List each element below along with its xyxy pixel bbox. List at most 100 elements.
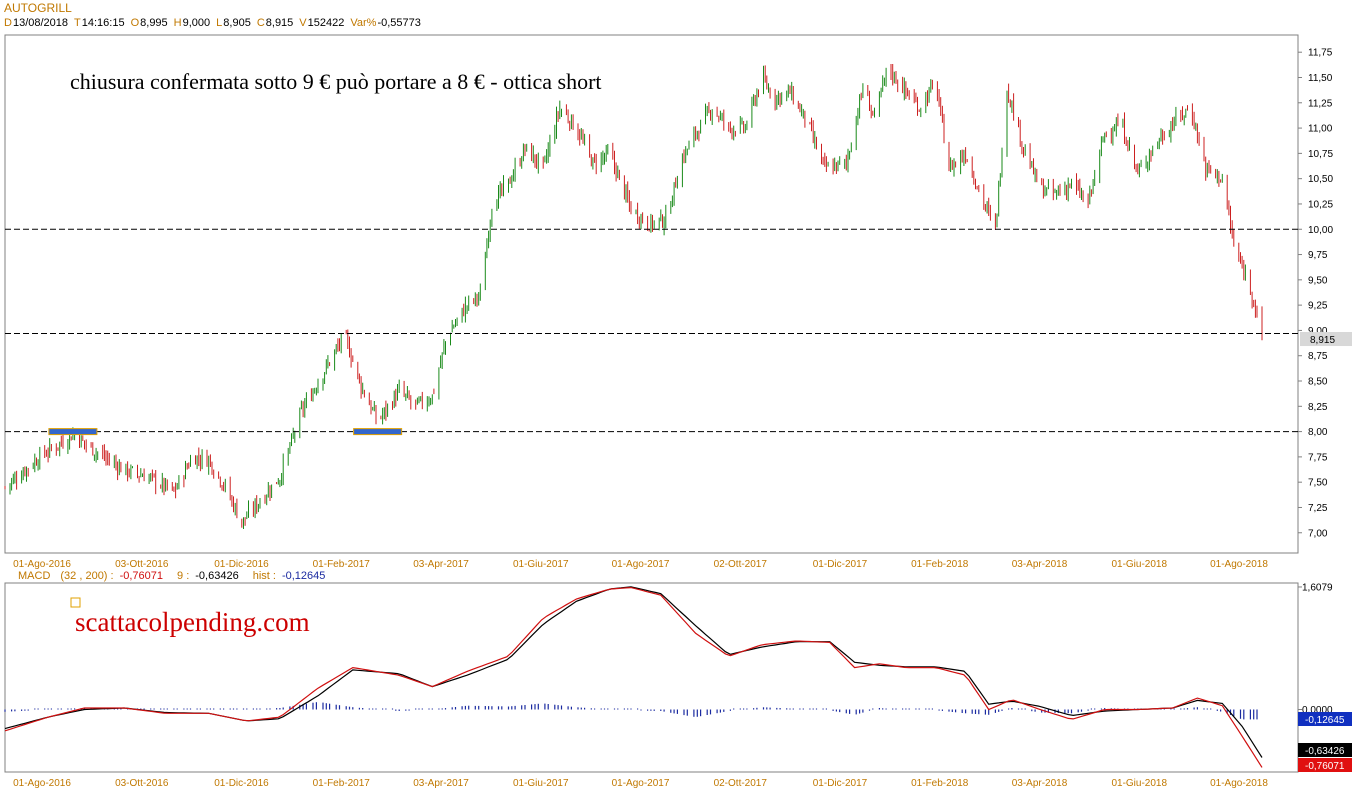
ohlc-value-v: 152422 xyxy=(308,17,345,29)
price-x-tick-label: 01-Feb-2017 xyxy=(313,559,371,570)
watermark-square-icon xyxy=(70,597,81,608)
price-y-tick-label: 10,75 xyxy=(1308,149,1333,160)
price-y-tick-label: 10,25 xyxy=(1308,199,1333,210)
support-marker xyxy=(48,428,98,436)
macd-x-tick-label: 01-Dic-2017 xyxy=(813,778,868,789)
macd-x-tick-label: 01-Giu-2018 xyxy=(1111,778,1167,789)
macd-x-tick-label: 03-Apr-2017 xyxy=(413,778,469,789)
price-x-tick-label: 03-Apr-2018 xyxy=(1012,559,1068,570)
hist-value-tag-box xyxy=(1298,712,1352,726)
price-y-tick-label: 7,50 xyxy=(1308,478,1328,489)
price-x-tick-label: 01-Dic-2017 xyxy=(813,559,868,570)
price-candles xyxy=(4,64,1263,529)
macd-value: -0,76071 xyxy=(120,570,163,582)
price-x-tick-label: 01-Giu-2018 xyxy=(1111,559,1167,570)
last-price-box xyxy=(1300,332,1352,347)
last-price-tag: 8,915 xyxy=(1300,332,1352,347)
price-y-tick-label: 11,00 xyxy=(1308,124,1333,135)
ohlc-value-l: 8,905 xyxy=(223,17,251,29)
price-y-tick-label: 9,75 xyxy=(1308,250,1328,261)
price-x-tick-label: 02-Ott-2017 xyxy=(714,559,768,570)
price-x-tick-label: 01-Giu-2017 xyxy=(513,559,569,570)
macd-panel: MACD (32 , 200) : -0,76071 9 : -0,63426 hist … xyxy=(4,570,1352,789)
hist-prefix: hist : xyxy=(253,570,276,582)
signal-value: -0,63426 xyxy=(195,570,238,582)
macd-x-tick-label: 03-Ott-2016 xyxy=(115,778,169,789)
macd-x-tick-label: 01-Feb-2017 xyxy=(313,778,371,789)
price-x-tick-label: 01-Ago-2016 xyxy=(13,559,71,570)
macd-params: (32 , 200) : xyxy=(60,570,113,582)
macd-x-tick-label: 01-Ago-2017 xyxy=(612,778,670,789)
price-y-tick-label: 8,50 xyxy=(1308,377,1328,388)
macd-line xyxy=(4,586,1263,768)
macd-header: MACD (32 , 200) : -0,76071 9 : -0,63426 hist … xyxy=(18,570,325,582)
price-y-tick-label: 9,25 xyxy=(1308,301,1328,312)
macd-x-tick-label: 01-Feb-2018 xyxy=(911,778,969,789)
ohlc-value-c: 8,915 xyxy=(266,17,294,29)
macd-value-tags: -0,12645 -0,63426 -0,76071 xyxy=(1298,712,1352,772)
ohlc-value-h: 9,000 xyxy=(183,17,211,29)
price-x-tick-label: 03-Apr-2017 xyxy=(413,559,469,570)
macd-x-axis: 01-Ago-2016 03-Ott-2016 01-Dic-2016 01-Feb-… xyxy=(13,778,1268,789)
price-y-tick-label: 7,25 xyxy=(1308,503,1328,514)
price-y-tick-label: 11,50 xyxy=(1308,73,1333,84)
macd-x-tick-label: 01-Ago-2016 xyxy=(13,778,71,789)
price-x-tick-label: 01-Ago-2017 xyxy=(612,559,670,570)
ohlc-key-v: V xyxy=(299,17,307,29)
signal-value-tag-box xyxy=(1298,743,1352,757)
ohlc-key-c: C xyxy=(257,17,265,29)
ohlc-key-d: D xyxy=(4,17,12,29)
price-y-tick-label: 8,25 xyxy=(1308,402,1328,413)
macd-x-tick-label: 02-Ott-2017 xyxy=(714,778,768,789)
price-y-tick-label: 7,00 xyxy=(1308,528,1328,539)
macd-value-tag: -0,76071 xyxy=(1305,761,1345,772)
ohlc-value-o: 8,995 xyxy=(140,17,168,29)
macd-histogram xyxy=(4,702,1258,720)
ohlc-key-l: L xyxy=(216,17,222,29)
annotation-text: chiusura confermata sotto 9 € può portar… xyxy=(70,69,602,94)
price-plot-frame xyxy=(4,34,1299,554)
ohlc-value-var: -0,55773 xyxy=(377,17,420,29)
price-y-tick-label: 11,75 xyxy=(1308,48,1333,59)
price-y-tick-label: 11,25 xyxy=(1308,98,1333,109)
macd-y-tick-label: 0,0000 xyxy=(1302,705,1333,716)
ohlc-value-d: 13/08/2018 xyxy=(13,17,68,29)
macd-x-tick-label: 01-Dic-2016 xyxy=(214,778,269,789)
symbol-title: AUTOGRILL xyxy=(4,1,72,15)
price-y-tick-label: 10,50 xyxy=(1308,174,1333,185)
hist-value: -0,12645 xyxy=(282,570,325,582)
price-y-tick-label: 10,00 xyxy=(1308,225,1333,236)
ohlc-header: D13/08/2018 T14:16:15 O8,995 H9,000 L8,905 C8… xyxy=(4,17,421,29)
ohlc-key-o: O xyxy=(131,17,140,29)
ohlc-key-t: T xyxy=(74,17,81,29)
price-y-tick-label: 8,00 xyxy=(1308,427,1328,438)
price-y-tick-label: 7,75 xyxy=(1308,452,1328,463)
macd-x-tick-label: 01-Giu-2017 xyxy=(513,778,569,789)
last-price-label: 8,915 xyxy=(1310,335,1335,346)
price-levels xyxy=(5,228,1298,436)
price-x-tick-label: 01-Feb-2018 xyxy=(911,559,969,570)
price-x-tick-label: 01-Ago-2018 xyxy=(1210,559,1268,570)
price-panel: 7,00 7,25 7,50 7,75 8,00 8,25 8,50 8,75 9,00 9,25… xyxy=(4,34,1352,570)
macd-plot-frame xyxy=(4,582,1299,773)
ohlc-key-var: Var% xyxy=(350,17,376,29)
signal-value-tag: -0,63426 xyxy=(1305,746,1345,757)
macd-x-tick-label: 01-Ago-2018 xyxy=(1210,778,1268,789)
macd-y-axis: 1,6079 0,0000 xyxy=(1298,582,1333,716)
macd-y-tick-label: 1,6079 xyxy=(1302,582,1333,593)
support-marker xyxy=(353,428,403,436)
macd-value-tag-box xyxy=(1298,758,1352,772)
price-x-axis: 01-Ago-2016 03-Ott-2016 01-Dic-2016 01-Feb-… xyxy=(13,559,1268,570)
ohlc-value-t: 14:16:15 xyxy=(82,17,125,29)
price-y-tick-label: 8,75 xyxy=(1308,351,1328,362)
price-x-tick-label: 01-Dic-2016 xyxy=(214,559,269,570)
price-y-tick-label: 9,00 xyxy=(1308,326,1328,337)
price-y-tick-label: 9,50 xyxy=(1308,275,1328,286)
ohlc-key-h: H xyxy=(174,17,182,29)
hist-value-tag: -0,12645 xyxy=(1305,715,1345,726)
macd-x-tick-label: 03-Apr-2018 xyxy=(1012,778,1068,789)
signal-period: 9 : xyxy=(177,570,189,582)
price-y-axis: 7,00 7,25 7,50 7,75 8,00 8,25 8,50 8,75 9,00 9,25… xyxy=(1298,48,1333,539)
